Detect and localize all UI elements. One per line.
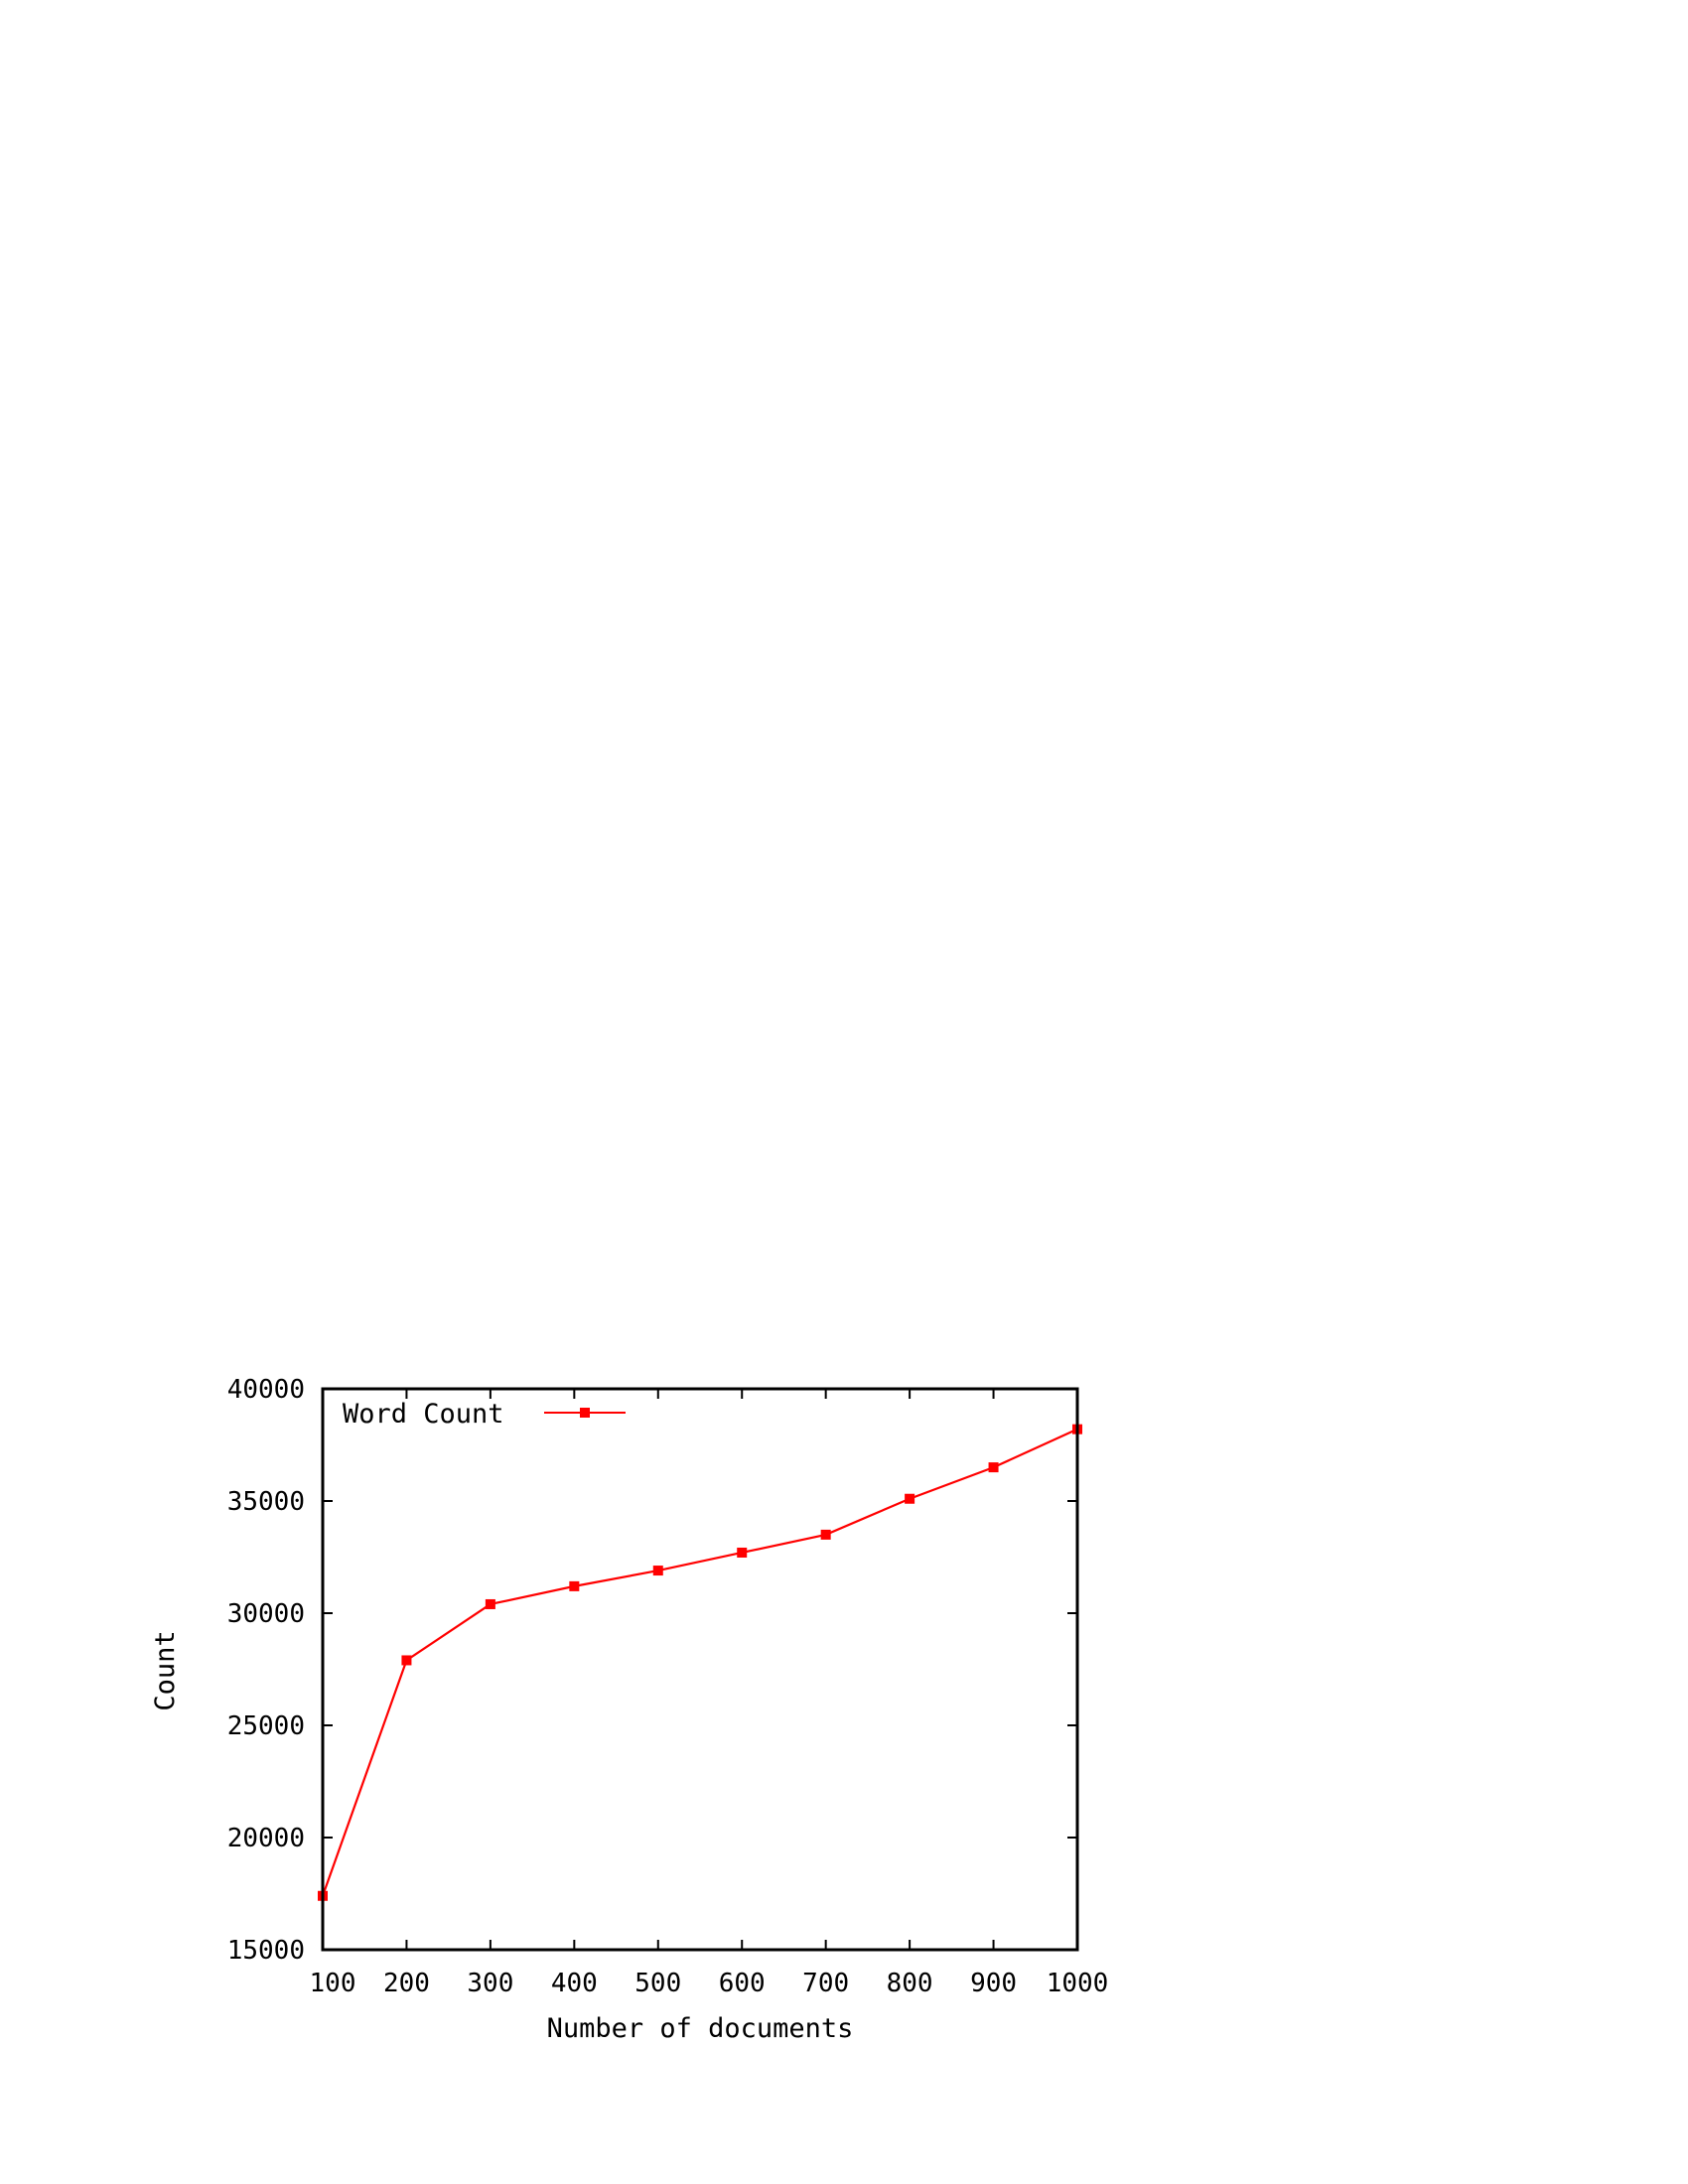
data-point-word-count [820,1529,831,1540]
axis-ticks [322,1388,1078,1951]
x-tick-label: 900 [970,1969,1017,1998]
data-point-word-count [569,1580,580,1591]
x-tick-label: 600 [719,1969,766,1998]
x-tick-label: 500 [634,1969,681,1998]
x-tick-label: 800 [887,1969,933,1998]
y-tick-label: 30000 [227,1599,305,1629]
x-axis-title: Number of documents [547,2013,854,2044]
y-tick-label: 15000 [227,1936,305,1966]
y-tick-label: 35000 [227,1487,305,1517]
data-point-word-count [737,1547,748,1558]
series-layer [318,1424,1082,1901]
data-point-word-count [905,1493,915,1504]
x-tick-label: 100 [310,1969,356,1998]
data-point-word-count [988,1462,999,1473]
x-tick-label: 200 [383,1969,430,1998]
plot-frame [321,1387,1079,1952]
x-tick-label: 700 [802,1969,849,1998]
data-point-word-count [652,1566,663,1576]
data-point-word-count [485,1598,495,1609]
x-tick-label: 300 [467,1969,513,1998]
y-tick-label: 20000 [227,1824,305,1853]
x-tick-label: 400 [551,1969,598,1998]
legend-label-word-count: Word Count [343,1399,504,1430]
tick-labels: 100 200 300 400 500 600 700 800 900 1000 15000 2000… [227,1375,1109,1998]
y-tick-label: 40000 [227,1375,305,1405]
x-tick-label: 1000 [1047,1969,1109,1998]
y-axis-title: Count [150,1630,181,1710]
data-point-word-count [401,1655,412,1666]
y-tick-label: 25000 [227,1711,305,1741]
legend-marker-sample [580,1408,590,1418]
legend: Word Count [343,1399,626,1430]
series-line-word-count [321,1428,1078,1897]
